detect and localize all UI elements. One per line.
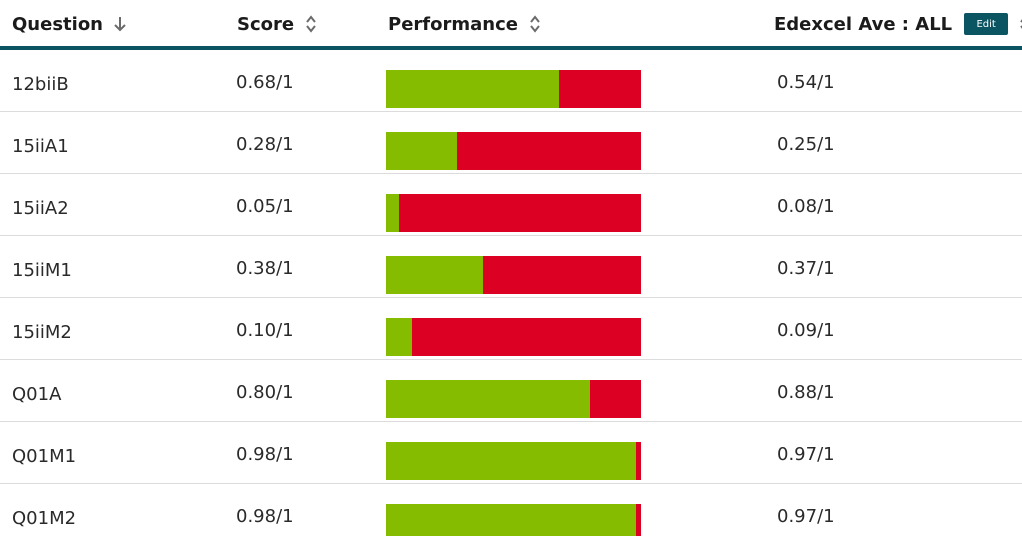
performance-bar — [386, 318, 641, 356]
average-cell: 0.37/1 — [777, 258, 835, 279]
sort-updown-icon[interactable] — [1018, 14, 1022, 34]
performance-bar-incorrect — [398, 194, 641, 232]
performance-bar-incorrect — [590, 380, 641, 418]
column-label-performance: Performance — [388, 13, 518, 35]
performance-bar-incorrect — [457, 132, 641, 170]
arrow-down-icon[interactable] — [113, 14, 127, 34]
performance-bar-correct — [386, 70, 560, 108]
table-row: Q01M2 0.98/1 0.97/1 — [0, 484, 1022, 536]
performance-bar — [386, 70, 641, 108]
average-cell: 0.08/1 — [777, 196, 835, 217]
table-row: 15iiA2 0.05/1 0.08/1 — [0, 174, 1022, 236]
table-row: 12biiB 0.68/1 0.54/1 — [0, 50, 1022, 112]
performance-bar-correct — [386, 318, 412, 356]
edit-button[interactable]: Edit — [964, 13, 1009, 35]
score-cell: 0.10/1 — [236, 320, 294, 341]
performance-bar — [386, 132, 641, 170]
score-cell: 0.68/1 — [236, 72, 294, 93]
performance-bar — [386, 442, 641, 480]
average-cell: 0.54/1 — [777, 72, 835, 93]
question-cell: 15iiM1 — [12, 260, 72, 281]
sort-updown-icon[interactable] — [528, 14, 542, 34]
score-cell: 0.05/1 — [236, 196, 294, 217]
performance-bar-correct — [386, 442, 636, 480]
table-row: Q01M1 0.98/1 0.97/1 — [0, 422, 1022, 484]
average-cell: 0.88/1 — [777, 382, 835, 403]
column-header-average[interactable]: Edexcel Ave : ALL Edit — [774, 11, 1022, 37]
performance-bar-incorrect — [635, 504, 641, 536]
table-body: 12biiB 0.68/1 0.54/1 15iiA1 0.28/1 0.25/1 15ii… — [0, 50, 1022, 536]
column-header-question[interactable]: Question — [12, 11, 127, 37]
question-cell: 12biiB — [12, 74, 69, 95]
performance-bar-correct — [386, 504, 636, 536]
column-label-question: Question — [12, 13, 103, 35]
performance-bar-correct — [386, 380, 590, 418]
performance-bar-incorrect — [559, 70, 641, 108]
question-cell: 15iiA1 — [12, 136, 69, 157]
column-label-average: Edexcel Ave : ALL — [774, 13, 953, 35]
score-cell: 0.38/1 — [236, 258, 294, 279]
average-cell: 0.97/1 — [777, 506, 835, 527]
column-header-performance[interactable]: Performance — [388, 11, 542, 37]
performance-bar — [386, 380, 641, 418]
average-cell: 0.97/1 — [777, 444, 835, 465]
table-row: 15iiA1 0.28/1 0.25/1 — [0, 112, 1022, 174]
question-cell: Q01A — [12, 384, 62, 405]
performance-bar-correct — [386, 194, 399, 232]
table-row: 15iiM2 0.10/1 0.09/1 — [0, 298, 1022, 360]
table-row: Q01A 0.80/1 0.88/1 — [0, 360, 1022, 422]
sort-updown-icon[interactable] — [304, 14, 318, 34]
question-cell: Q01M2 — [12, 508, 77, 529]
performance-bar — [386, 504, 641, 536]
score-cell: 0.28/1 — [236, 134, 294, 155]
column-label-score: Score — [237, 13, 295, 35]
score-cell: 0.80/1 — [236, 382, 294, 403]
performance-bar-correct — [386, 132, 458, 170]
table-row: 15iiM1 0.38/1 0.37/1 — [0, 236, 1022, 298]
performance-bar-incorrect — [482, 256, 641, 294]
score-cell: 0.98/1 — [236, 506, 294, 527]
average-cell: 0.09/1 — [777, 320, 835, 341]
performance-bar-incorrect — [635, 442, 641, 480]
score-cell: 0.98/1 — [236, 444, 294, 465]
performance-bar-incorrect — [411, 318, 641, 356]
performance-bar — [386, 194, 641, 232]
question-cell: 15iiA2 — [12, 198, 69, 219]
table-header: Question Score Performance — [0, 0, 1022, 50]
performance-bar-correct — [386, 256, 483, 294]
performance-bar — [386, 256, 641, 294]
question-cell: 15iiM2 — [12, 322, 72, 343]
column-header-score[interactable]: Score — [237, 11, 318, 37]
question-cell: Q01M1 — [12, 446, 77, 467]
average-cell: 0.25/1 — [777, 134, 835, 155]
